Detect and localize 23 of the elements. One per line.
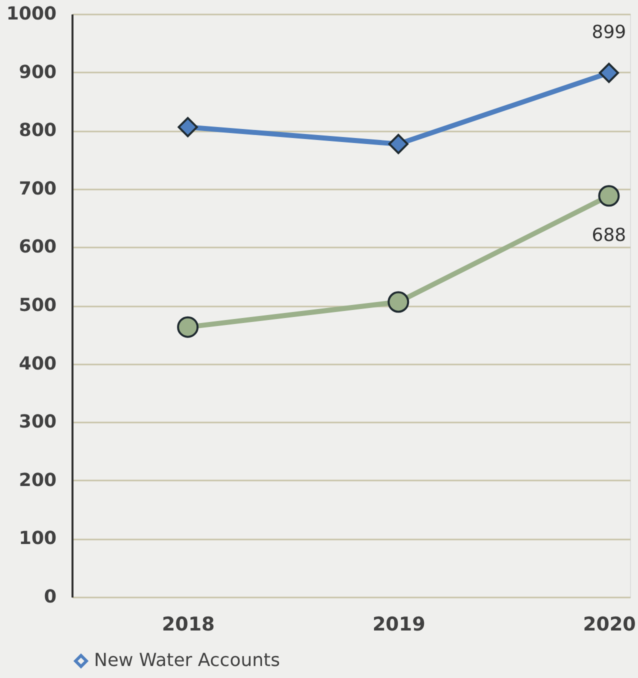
x-tick-label: 2018 bbox=[162, 614, 215, 636]
point bbox=[388, 291, 410, 313]
y-tick-label: 500 bbox=[18, 295, 56, 316]
data-label: 688 bbox=[592, 224, 626, 246]
point bbox=[177, 316, 199, 338]
y-tick-label: 900 bbox=[18, 62, 56, 83]
y-tick-label: 0 bbox=[44, 586, 56, 608]
y-tick-label: 400 bbox=[18, 353, 56, 374]
y-tick-label: 300 bbox=[18, 412, 56, 433]
y-tick-label: 600 bbox=[18, 236, 56, 258]
y-tick-label: 800 bbox=[18, 120, 56, 142]
point bbox=[178, 117, 198, 138]
y-tick-label: 100 bbox=[18, 528, 56, 550]
x-tick-label: 2020 bbox=[583, 614, 636, 636]
y-tick-label: 700 bbox=[18, 178, 56, 200]
point bbox=[388, 134, 408, 154]
data-label: 899 bbox=[592, 22, 626, 43]
y-tick-label: 200 bbox=[18, 470, 56, 491]
point bbox=[598, 185, 620, 207]
x-tick-label: 2019 bbox=[372, 614, 426, 636]
y-tick-label: 1000 bbox=[6, 4, 56, 24]
legend-label: New Water Accounts bbox=[94, 650, 280, 671]
point bbox=[598, 62, 620, 83]
